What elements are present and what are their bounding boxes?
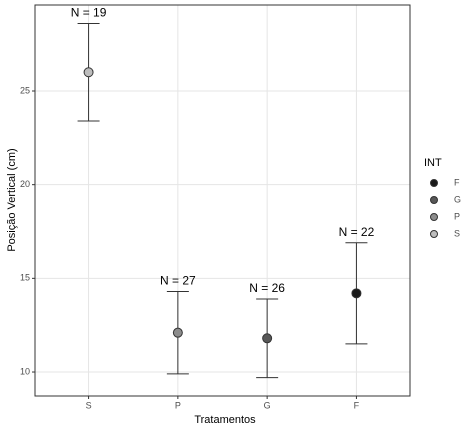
n-label: N = 19	[71, 6, 107, 20]
point	[172, 327, 183, 338]
legend-swatch	[430, 196, 438, 204]
y-tick-label: 20	[20, 179, 30, 189]
x-tick-label: F	[354, 400, 360, 410]
legend-label: G	[454, 194, 461, 204]
point	[351, 288, 362, 299]
n-label: N = 27	[160, 274, 196, 288]
legend-label: F	[454, 177, 460, 187]
panel-border	[34, 4, 411, 397]
x-tick-label: G	[264, 400, 271, 410]
legend-title: INT	[424, 157, 442, 169]
y-axis-title: Posição Vertical (cm)	[6, 148, 18, 251]
legend-swatch	[430, 179, 438, 187]
n-label: N = 22	[339, 225, 375, 239]
legend-swatch	[430, 230, 438, 238]
point	[262, 333, 273, 344]
legend-label: P	[454, 211, 460, 221]
y-tick-label: 25	[20, 85, 30, 95]
y-tick-label: 15	[20, 273, 30, 283]
y-tick-label: 10	[20, 366, 30, 376]
x-tick-label: S	[86, 400, 92, 410]
x-tick-label: P	[175, 400, 181, 410]
legend-swatch	[430, 213, 438, 221]
n-label: N = 26	[249, 281, 285, 295]
panel-background	[35, 5, 410, 396]
x-axis-title: Tratamentos	[194, 414, 256, 426]
point	[83, 67, 94, 78]
legend-label: S	[454, 228, 460, 238]
